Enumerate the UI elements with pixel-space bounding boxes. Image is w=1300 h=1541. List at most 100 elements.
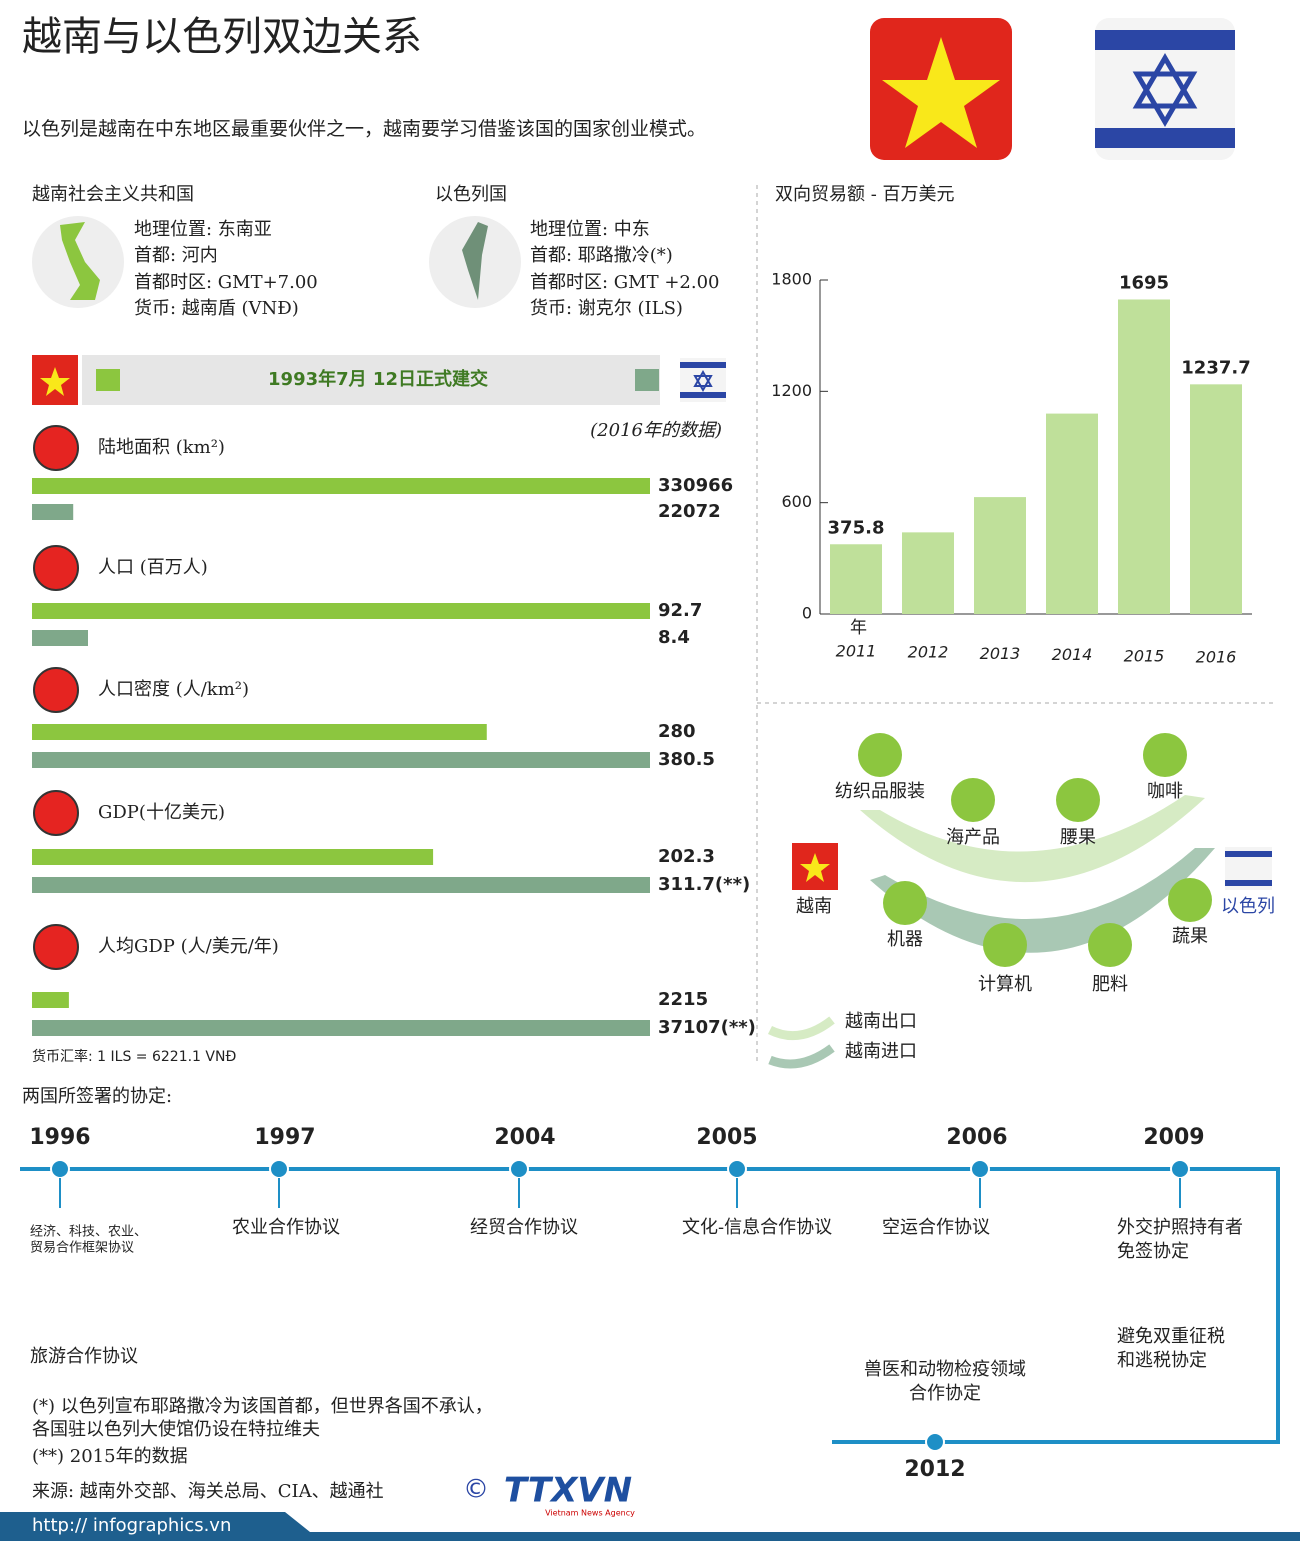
year: 2012: [904, 1457, 965, 1482]
year: 1997: [254, 1125, 315, 1150]
bar: [32, 724, 487, 740]
country-info: 首都时区: GMT +2.00: [530, 272, 719, 293]
bar: [32, 877, 650, 893]
country-label: 越南: [796, 896, 832, 917]
value-label: 380.5: [658, 749, 715, 770]
product-icon: [858, 733, 902, 777]
source: 来源: 越南外交部、海关总局、CIA、越通社: [32, 1481, 384, 1502]
y-tick-label: 600: [781, 492, 812, 511]
y-tick-label: 1200: [771, 381, 812, 400]
country-label: 以色列: [1221, 896, 1275, 917]
banner-text: 1993年7月 12日正式建交: [268, 368, 488, 390]
value-label: 280: [658, 721, 696, 742]
country-info: 地理位置: 东南亚: [134, 219, 272, 240]
timeline-dot: [970, 1159, 990, 1179]
title: 越南与以色列双边关系: [22, 14, 422, 60]
israel-flag-large: [1095, 18, 1235, 160]
legend-swatch: [96, 369, 120, 391]
x-tick-label: 2015: [1124, 646, 1165, 665]
timeline-dot: [925, 1432, 945, 1452]
product-label: 纺织品服装: [835, 781, 925, 802]
chart-title: 人口密度 (人/km²): [98, 679, 249, 700]
agreement-text: 避免双重征税: [1117, 1326, 1225, 1347]
product-label: 计算机: [978, 974, 1032, 995]
year: 1996: [29, 1125, 90, 1150]
legend-label: 越南出口: [845, 1011, 917, 1032]
agreement-text: 农业合作协议: [232, 1217, 340, 1238]
bar: [32, 849, 434, 865]
country-info: 地理位置: 中东: [530, 219, 650, 240]
agreement-text: 合作协定: [909, 1383, 981, 1404]
agreement-text: 文化-信息合作协议: [682, 1217, 832, 1238]
bar: [32, 630, 88, 646]
product-label: 海产品: [946, 827, 1000, 848]
year: 2009: [1143, 1125, 1204, 1150]
data-note: (2016年的数据): [590, 420, 722, 441]
product-label: 肥料: [1092, 974, 1128, 995]
product-icon: [1088, 923, 1132, 967]
icon: [33, 545, 79, 591]
value-label: 311.7(**): [658, 874, 750, 895]
timeline-dot: [1170, 1159, 1190, 1179]
agreement-text: 贸易合作框架协议: [30, 1241, 134, 1256]
country-info: 货币: 谢克尔 (ILS): [530, 298, 683, 319]
section-title: 两国所签署的协定:: [22, 1086, 172, 1107]
x-tick-label: 2016: [1196, 648, 1237, 667]
logo: TTXVN: [504, 1471, 632, 1511]
bar: [32, 1020, 650, 1036]
israel-map: [462, 222, 488, 300]
legend-label: 越南进口: [845, 1041, 917, 1062]
value-label: 37107(**): [658, 1017, 756, 1038]
product-label: 机器: [887, 929, 923, 950]
value-label: 1695: [1119, 272, 1169, 293]
logo-symbol: ©: [463, 1475, 489, 1505]
x-tick-label: 2014: [1052, 645, 1093, 664]
bar: [32, 603, 650, 619]
year: 2006: [946, 1125, 1007, 1150]
country-info: 货币: 越南盾 (VNĐ): [134, 298, 299, 319]
product-icon: [951, 778, 995, 822]
chart-title: 人均GDP (人/美元/年): [98, 936, 279, 957]
export-arrow: [860, 795, 1205, 883]
footer-bar: [0, 1512, 1300, 1541]
chart-title: GDP(十亿美元): [98, 802, 225, 823]
country-name: 以色列国: [435, 184, 507, 205]
chart-title: 双向贸易额 - 百万美元: [775, 184, 955, 205]
banner: [82, 355, 660, 405]
country-info: 首都: 耶路撒冷(*): [530, 245, 673, 266]
bar: [1190, 384, 1242, 614]
bar: [1118, 299, 1170, 614]
bar: [902, 532, 954, 614]
agreement-text: 和逃税协定: [1117, 1350, 1207, 1371]
agreement-text: 免签协定: [1117, 1241, 1189, 1262]
bar: [32, 504, 74, 520]
legend-swatch: [635, 369, 659, 391]
bar: [32, 478, 650, 494]
timeline-dot: [269, 1159, 289, 1179]
value-label: 22072: [658, 501, 721, 522]
x-axis-label: 年: [850, 618, 867, 638]
x-tick-label: 2012: [908, 643, 949, 662]
value-label: 202.3: [658, 846, 715, 867]
agreement-text: 经济、科技、农业、: [30, 1225, 147, 1240]
value-label: 330966: [658, 475, 733, 496]
timeline-dot: [727, 1159, 747, 1179]
agreement-text: 空运合作协议: [882, 1217, 990, 1238]
chart-title: 陆地面积 (km²): [98, 437, 225, 458]
agreement-text: 经贸合作协议: [470, 1217, 578, 1238]
product-label: 蔬果: [1172, 926, 1208, 947]
footnote: 各国驻以色列大使馆仍设在特拉维夫: [32, 1419, 320, 1440]
product-icon: [1143, 733, 1187, 777]
icon: [33, 425, 79, 471]
icon: [33, 667, 79, 713]
logo-tagline: Vietnam News Agency: [545, 1509, 635, 1518]
product-icon: [1056, 778, 1100, 822]
exchange-note: 货币汇率: 1 ILS = 6221.1 VNĐ: [32, 1048, 236, 1065]
y-tick-label: 1800: [771, 270, 812, 289]
country-info: 首都时区: GMT+7.00: [134, 272, 318, 293]
vietnam-map: [60, 222, 100, 300]
bar: [830, 544, 882, 614]
import-arrow: [870, 848, 1215, 953]
icon: [33, 924, 79, 970]
